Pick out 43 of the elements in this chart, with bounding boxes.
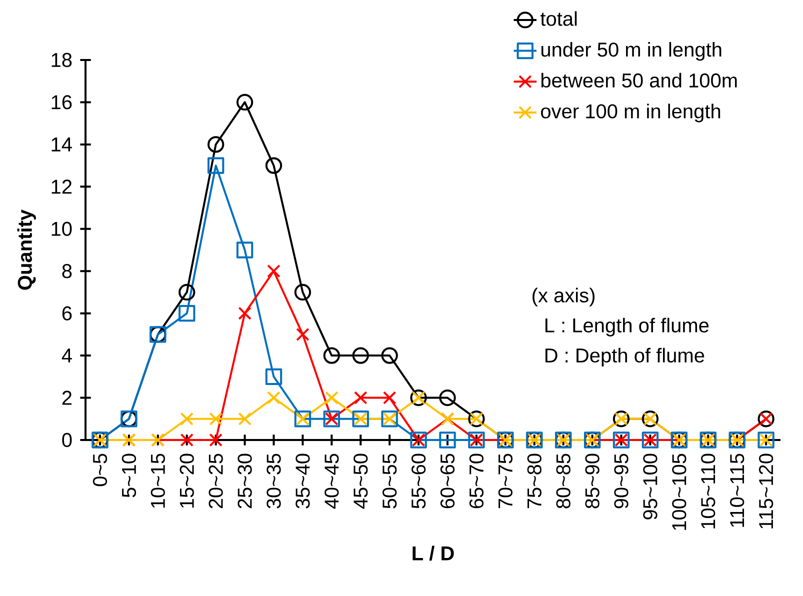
y-tick-label: 4 bbox=[62, 348, 72, 362]
x-tick-label: 5~10 bbox=[122, 454, 136, 498]
y-tick-label: 6 bbox=[62, 306, 72, 320]
x-tick-label: 95~100 bbox=[643, 454, 658, 520]
annotation: L : Length of flume bbox=[545, 318, 709, 336]
x-tick-label: 115~120 bbox=[758, 454, 774, 528]
y-tick-label: 2 bbox=[62, 390, 72, 405]
x-tick-label: 45~50 bbox=[354, 454, 368, 509]
y-tick-label: 0 bbox=[62, 432, 72, 448]
annotation: (x axis) bbox=[532, 288, 595, 306]
legend-label: under 50 m in length bbox=[541, 42, 722, 61]
annotation: D : Depth of flume bbox=[545, 348, 704, 366]
legend-label: over 100 m in length bbox=[541, 104, 720, 122]
y-tick-label: 12 bbox=[52, 180, 72, 194]
x-tick-label: 110~115 bbox=[730, 454, 744, 527]
x-tick-label: 100~105 bbox=[672, 454, 686, 530]
x-tick-label: 10~15 bbox=[150, 454, 165, 508]
x-tick-label: 80~85 bbox=[556, 454, 570, 508]
y-tick-label: 14 bbox=[52, 138, 72, 152]
x-tick-label: 75~80 bbox=[527, 454, 542, 508]
x-tick-label: 35~40 bbox=[296, 454, 310, 508]
legend-label: between 50 and 100m bbox=[541, 72, 737, 88]
y-tick-label: 16 bbox=[52, 95, 72, 110]
x-tick-label: 60~65 bbox=[440, 454, 455, 508]
x-tick-label: 20~25 bbox=[208, 454, 223, 508]
x-tick-label: 105~110 bbox=[701, 454, 716, 528]
y-tick-label: 8 bbox=[62, 264, 72, 278]
x-tick-label: 30~35 bbox=[266, 454, 281, 508]
x-tick-label: 70~75 bbox=[498, 454, 512, 508]
x-tick-label: 50~55 bbox=[382, 454, 397, 508]
x-tick-label: 0~5 bbox=[92, 454, 108, 486]
x-tick-label: 55~60 bbox=[411, 454, 426, 508]
legend-label: total bbox=[540, 11, 577, 26]
x-tick-label: 15~20 bbox=[180, 454, 194, 508]
x-tick-label: 25~30 bbox=[238, 454, 252, 508]
y-tick-label: 10 bbox=[52, 222, 72, 236]
x-axis-title: L / D bbox=[412, 546, 454, 561]
y-tick-label: 18 bbox=[52, 52, 72, 68]
x-tick-label: 65~70 bbox=[469, 454, 484, 508]
x-tick-label: 85~90 bbox=[585, 454, 600, 508]
x-tick-label: 40~45 bbox=[324, 454, 339, 509]
y-axis-title: Quantity bbox=[17, 210, 36, 290]
x-tick-label: 90~95 bbox=[614, 454, 628, 508]
